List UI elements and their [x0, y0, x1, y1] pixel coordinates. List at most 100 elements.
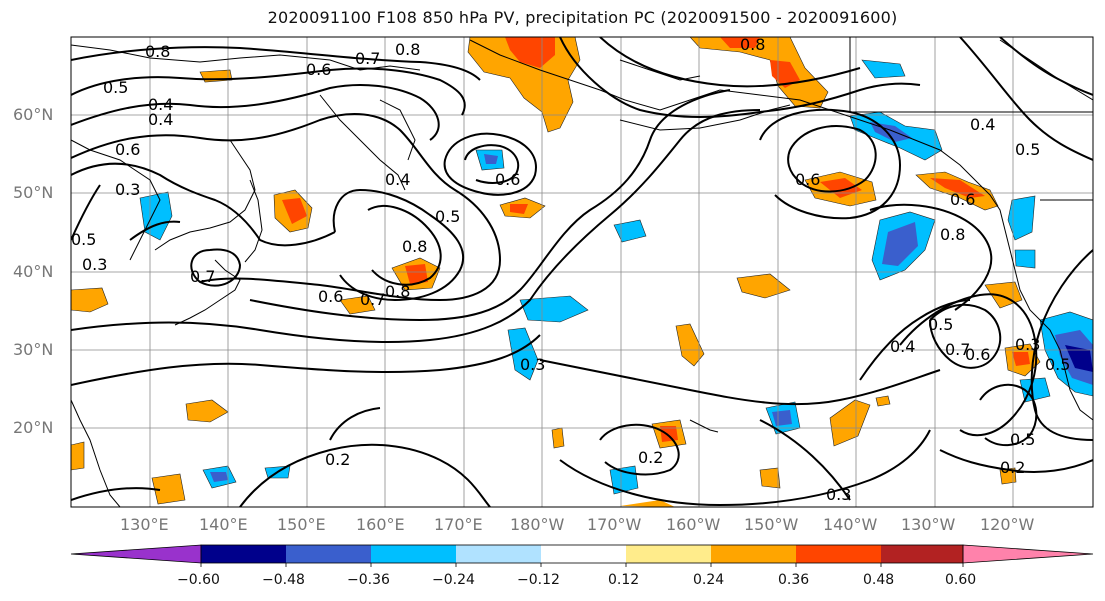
precip-patch	[185, 399, 229, 423]
contour-label: 0.5	[71, 230, 96, 249]
lat-label: 40°N	[13, 262, 54, 281]
contour-label: 0.5	[1010, 430, 1035, 449]
contour-labels: 0.8 0.6 0.7 0.8 0.5 0.4 0.6 0.5 0.3 0.4 …	[71, 35, 1070, 504]
contour-label: 0.6	[306, 60, 331, 79]
colorbar-segment	[456, 545, 541, 563]
precip-patch	[613, 219, 647, 243]
lat-label: 30°N	[13, 340, 54, 359]
colorbar-segment	[371, 545, 456, 563]
precip-patch	[609, 465, 639, 495]
contour-label: 0.3	[82, 255, 107, 274]
precip-patch	[551, 427, 565, 449]
precip-patch	[1012, 352, 1030, 366]
precip-patch	[405, 264, 428, 284]
colorbar-segment	[626, 545, 711, 563]
precip-patch	[861, 59, 906, 79]
graticule	[71, 37, 1093, 507]
contour-label: 0.6	[965, 345, 990, 364]
contour-label: 0.4	[385, 170, 410, 189]
precip-patch	[339, 295, 376, 315]
lon-label: 150°E	[277, 515, 326, 534]
colorbar-tick-label: 0.60	[945, 572, 977, 588]
contour-label: 0.8	[940, 225, 965, 244]
colorbar-tick-label: 0.12	[608, 572, 640, 588]
precip-patch	[875, 395, 891, 407]
lon-label: 170°W	[587, 515, 642, 534]
colorbar-segment	[796, 545, 881, 563]
colorbar-segment	[541, 545, 626, 563]
contour-label: 0.7	[360, 290, 385, 309]
lat-label: 20°N	[13, 418, 54, 437]
contour-label: 0.5	[1015, 140, 1040, 159]
lon-label: 140°E	[199, 515, 248, 534]
lon-label: 160°W	[666, 515, 721, 534]
lon-label: 150°W	[744, 515, 799, 534]
precip-patch	[467, 37, 581, 133]
contour-label: 0.7	[190, 267, 215, 286]
map-frame	[70, 36, 1094, 508]
precip-patch	[139, 191, 173, 241]
contour-label: 0.6	[495, 170, 520, 189]
contour-label: 0.3	[1015, 335, 1040, 354]
precip-patch	[71, 441, 85, 471]
lon-label: 140°W	[823, 515, 878, 534]
precip-patch	[282, 198, 307, 224]
precip-patch	[829, 399, 871, 447]
precip-patch	[1065, 345, 1093, 372]
colorbar-tick-label: 0.36	[778, 572, 810, 588]
colorbar-extend-low	[70, 544, 202, 564]
colorbar	[70, 544, 1094, 567]
precip-patch	[772, 410, 792, 426]
precip-patch	[759, 467, 781, 489]
contour-label: 0.2	[1000, 458, 1025, 477]
lon-label: 170°E	[434, 515, 483, 534]
map-title: 2020091100 F108 850 hPa PV, precipitatio…	[267, 8, 898, 27]
precip-patch	[1007, 195, 1036, 241]
contour-label: 0.6	[795, 170, 820, 189]
colorbar-tick-label: −0.24	[432, 572, 475, 588]
contour-label: 0.5	[1045, 355, 1070, 374]
contour-label: 0.5	[928, 315, 953, 334]
precip-patch	[736, 273, 791, 299]
colorbar-extend-high	[962, 544, 1094, 564]
contour-label: 0.3	[826, 485, 851, 504]
contour-label: 0.4	[890, 337, 915, 356]
precip-patch	[1014, 249, 1036, 269]
contour-label: 0.8	[402, 237, 427, 256]
coastlines	[71, 37, 1093, 507]
precip-patch	[210, 472, 228, 482]
lon-label: 180°W	[510, 515, 565, 534]
colorbar-segment	[286, 545, 371, 563]
contour-label: 0.2	[325, 450, 350, 469]
precip-patch	[484, 154, 498, 164]
precip-patch	[675, 323, 705, 367]
lon-label: 120°W	[980, 515, 1035, 534]
pv-contours	[71, 37, 1093, 507]
colorbar-tick-label: 0.48	[863, 572, 895, 588]
contour-label: 0.5	[435, 207, 460, 226]
contour-label: 0.6	[950, 190, 975, 209]
colorbar-segment	[881, 545, 963, 563]
contour-label: 0.8	[385, 282, 410, 301]
precip-patch	[882, 222, 918, 266]
contour-label: 0.4	[148, 110, 173, 129]
precip-patch	[151, 473, 186, 505]
colorbar-tick-label: −0.60	[177, 572, 220, 588]
precip-patch	[505, 37, 555, 68]
contour-label: 0.4	[970, 115, 995, 134]
contour-label: 0.2	[638, 448, 663, 467]
colorbar-tick-label: −0.48	[262, 572, 305, 588]
colorbar-segment	[711, 545, 796, 563]
contour-label: 0.7	[945, 340, 970, 359]
precip-patch	[660, 426, 678, 442]
precip-patch	[620, 500, 675, 507]
contour-label: 0.8	[395, 40, 420, 59]
precip-patches	[71, 37, 1093, 507]
lon-label: 130°E	[120, 515, 169, 534]
precip-patch	[507, 327, 539, 381]
colorbar-tick-label: −0.36	[347, 572, 390, 588]
contour-label: 0.6	[115, 140, 140, 159]
precip-patch	[720, 37, 760, 48]
contour-label: 0.8	[740, 35, 765, 54]
